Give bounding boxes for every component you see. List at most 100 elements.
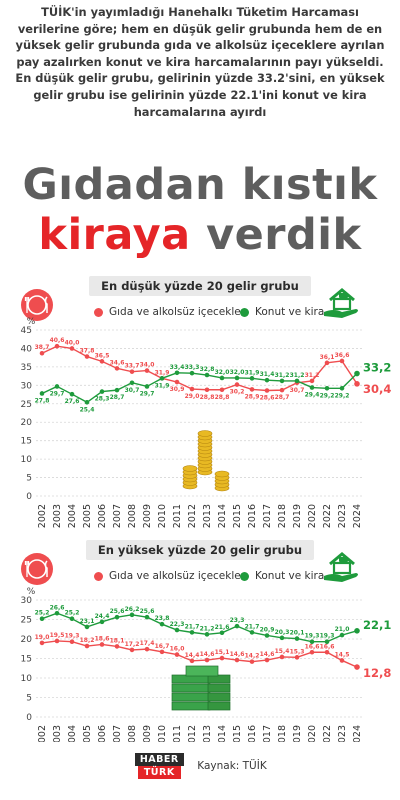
series-line-housing	[41, 372, 358, 404]
data-label-housing: 19,3	[320, 633, 335, 640]
haberturk-logo: HABER TÜRK	[133, 750, 185, 782]
data-label-housing: 31,4	[260, 371, 275, 378]
y-tick-label: 20	[21, 418, 33, 428]
x-tick-label: 2004	[67, 504, 78, 528]
data-point-food	[234, 657, 240, 663]
data-point-food	[324, 649, 330, 655]
house-hand-icon	[324, 288, 358, 318]
money-stack-icon	[207, 692, 231, 702]
data-label-food: 12,8	[363, 666, 391, 680]
x-tick-label: 2016	[247, 504, 258, 528]
source-text: Kaynak: TÜİK	[197, 760, 267, 772]
data-point-food	[39, 640, 45, 646]
data-label-housing: 29,4	[305, 392, 320, 399]
x-tick-label: 2016	[247, 725, 258, 742]
data-point-housing	[99, 619, 105, 625]
data-label-food: 15,4	[275, 648, 290, 655]
data-label-food: 36,1	[320, 354, 335, 361]
data-point-food	[249, 659, 255, 664]
data-label-food: 28,7	[275, 394, 290, 401]
data-label-housing: 26,2	[125, 606, 140, 613]
data-point-housing	[174, 627, 180, 633]
data-point-housing	[114, 387, 120, 393]
data-point-housing	[159, 376, 165, 381]
y-axis-unit: %	[27, 587, 36, 597]
data-label-housing: 28,3	[95, 396, 110, 403]
data-label-food: 19,0	[35, 634, 50, 641]
data-label-housing: 33,4	[170, 364, 185, 371]
chart1-title-text: En düşük yüzde 20 gelir grubu	[89, 276, 311, 296]
data-point-food	[129, 647, 135, 653]
data-label-housing: 32,0	[215, 369, 230, 376]
y-axis-unit: %	[27, 317, 36, 327]
data-label-food: 30,4	[363, 382, 391, 396]
data-label-food: 17,4	[140, 640, 155, 647]
series-line-housing	[41, 612, 358, 643]
data-point-housing	[309, 639, 315, 645]
x-tick-label: 2011	[172, 725, 183, 742]
coin-stack-icon	[197, 430, 213, 437]
chart2-title-text: En yüksek yüzde 20 gelir grubu	[85, 540, 315, 560]
data-point-food	[249, 387, 255, 392]
data-label-housing: 30,7	[125, 387, 140, 394]
y-tick-label: 20	[21, 635, 33, 645]
money-stack-icon	[171, 683, 211, 693]
data-label-food: 16,0	[170, 646, 185, 653]
data-label-food: 14,6	[260, 651, 275, 658]
x-tick-label: 2009	[142, 504, 153, 528]
data-label-food: 19,5	[50, 632, 65, 639]
legend-dot-housing	[240, 571, 249, 581]
data-point-housing	[144, 384, 150, 389]
data-label-food: 28,9	[245, 393, 260, 400]
data-point-food	[144, 646, 150, 652]
y-tick-label: 25	[21, 400, 32, 410]
data-label-food: 30,9	[170, 386, 185, 393]
data-label-housing: 23,1	[80, 618, 95, 625]
data-point-food	[144, 368, 150, 373]
data-point-food	[279, 387, 285, 393]
data-point-housing	[189, 370, 195, 376]
x-tick-label: 2007	[112, 725, 123, 742]
data-label-food: 28,8	[200, 394, 215, 401]
x-tick-label: 2019	[292, 725, 303, 742]
data-label-housing: 25,6	[110, 608, 125, 615]
data-label-housing: 23,3	[230, 617, 245, 624]
x-tick-label: 2008	[127, 504, 138, 528]
data-point-food	[324, 360, 330, 366]
data-label-food: 28,8	[215, 394, 230, 401]
series-line-food	[41, 640, 358, 668]
data-point-food	[219, 655, 225, 661]
data-label-food: 16,6	[320, 643, 335, 650]
house-hand-icon	[324, 552, 358, 582]
x-tick-label: 2005	[82, 725, 93, 742]
data-point-housing	[249, 630, 255, 635]
x-tick-label: 2015	[232, 725, 243, 742]
money-stack-icon	[185, 665, 219, 677]
logo-bottom: TÜRK	[137, 766, 181, 779]
fork-knife-icon	[21, 553, 53, 585]
x-tick-label: 2024	[352, 504, 363, 528]
logo-top: HABER	[134, 753, 184, 766]
data-label-food: 34,0	[140, 362, 155, 369]
chart2-title: En yüksek yüzde 20 gelir grubu	[0, 540, 400, 560]
data-point-housing	[264, 633, 270, 638]
intro-paragraph: TÜİK'in yayımladığı Hanehalkı Tüketim Ha…	[15, 5, 385, 119]
data-point-food	[309, 378, 315, 384]
legend-label-housing: Konut ve kira	[255, 570, 325, 582]
x-tick-label: 2017	[262, 504, 273, 528]
data-point-food	[354, 664, 360, 670]
data-label-food: 33,7	[125, 363, 140, 370]
legend-dot-housing	[240, 307, 249, 317]
x-tick-label: 2004	[67, 725, 78, 742]
data-label-food: 36,5	[95, 352, 110, 359]
data-point-food	[189, 386, 195, 392]
legend-label-housing: Konut ve kira	[255, 306, 325, 318]
data-point-housing	[54, 384, 60, 389]
y-tick-label: 5	[26, 694, 32, 704]
x-tick-label: 2014	[217, 725, 228, 742]
x-tick-label: 2023	[337, 504, 348, 528]
y-tick-label: 30	[21, 596, 33, 606]
data-point-housing	[324, 385, 330, 391]
data-label-food: 14,6	[230, 651, 245, 658]
data-label-housing: 31,9	[245, 369, 260, 376]
